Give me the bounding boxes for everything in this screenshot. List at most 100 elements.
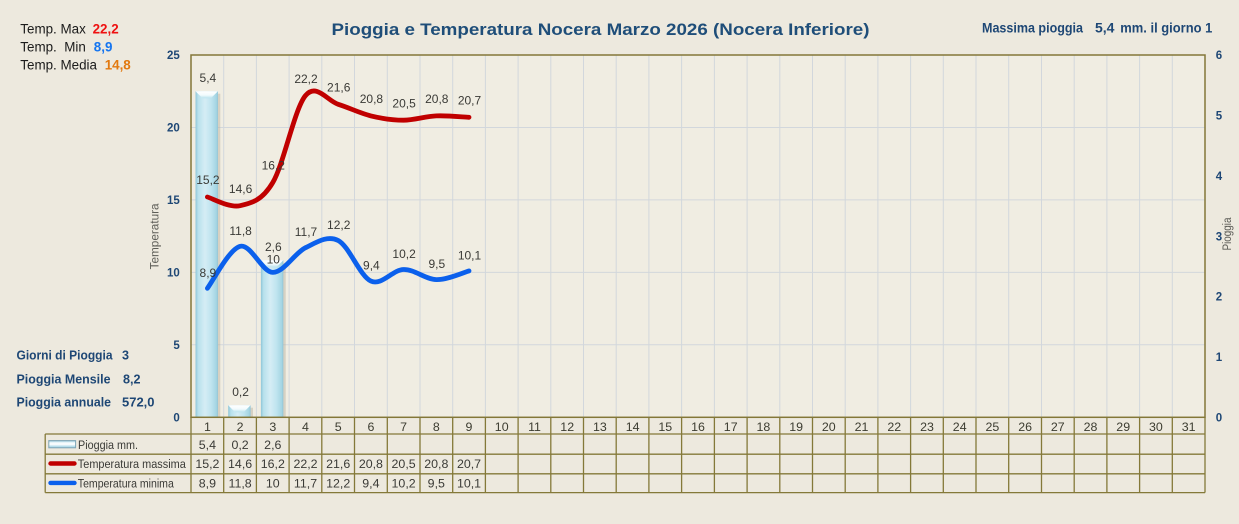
svg-text:9,5: 9,5 (428, 476, 445, 490)
svg-text:11,7: 11,7 (295, 225, 318, 239)
svg-text:10: 10 (267, 253, 281, 267)
svg-text:Pioggia Mensile: Pioggia Mensile (17, 372, 111, 386)
svg-text:3: 3 (269, 420, 276, 434)
svg-text:12,2: 12,2 (326, 476, 350, 490)
svg-text:15,2: 15,2 (195, 457, 219, 471)
svg-text:16,2: 16,2 (261, 457, 285, 471)
svg-text:31: 31 (1182, 420, 1196, 434)
svg-text:4: 4 (302, 420, 309, 434)
svg-text:Temperatura massima: Temperatura massima (78, 457, 186, 471)
svg-text:9,5: 9,5 (428, 257, 445, 271)
svg-text:13: 13 (593, 420, 607, 434)
svg-text:Giorni di Pioggia: Giorni di Pioggia (17, 349, 114, 363)
svg-text:9,4: 9,4 (362, 476, 379, 490)
svg-text:27: 27 (1051, 420, 1065, 434)
svg-text:20,8: 20,8 (425, 92, 449, 106)
svg-text:1: 1 (204, 420, 211, 434)
svg-text:21: 21 (855, 420, 869, 434)
svg-text:10,2: 10,2 (392, 476, 416, 490)
svg-text:26: 26 (1018, 420, 1032, 434)
svg-text:Pioggia mm.: Pioggia mm. (78, 438, 138, 452)
svg-text:14,8: 14,8 (105, 58, 132, 73)
svg-text:5: 5 (1216, 111, 1223, 123)
svg-text:20: 20 (822, 420, 836, 434)
svg-text:14,6: 14,6 (229, 182, 253, 196)
svg-text:20,7: 20,7 (457, 457, 481, 471)
svg-text:10: 10 (266, 476, 280, 490)
svg-text:10,1: 10,1 (457, 476, 481, 490)
svg-text:25: 25 (167, 50, 180, 62)
svg-text:14: 14 (626, 420, 640, 434)
svg-text:23: 23 (920, 420, 934, 434)
svg-text:Temperatura minima: Temperatura minima (78, 476, 174, 490)
svg-text:Massima pioggia: Massima pioggia (982, 19, 1083, 35)
svg-text:8,9: 8,9 (200, 266, 217, 280)
svg-text:22,2: 22,2 (294, 72, 318, 86)
svg-text:0: 0 (173, 413, 179, 425)
svg-text:20,5: 20,5 (392, 96, 416, 110)
svg-text:Temperatura: Temperatura (150, 203, 162, 270)
svg-text:11,7: 11,7 (294, 476, 317, 490)
svg-text:17: 17 (724, 420, 738, 434)
svg-text:16,2: 16,2 (262, 159, 286, 173)
svg-text:20: 20 (167, 123, 180, 135)
svg-text:19: 19 (789, 420, 803, 434)
svg-text:24: 24 (953, 420, 967, 434)
svg-text:10: 10 (495, 420, 509, 434)
svg-text:9,4: 9,4 (363, 259, 380, 273)
svg-text:mm. il giorno 1: mm. il giorno 1 (1120, 19, 1212, 35)
svg-text:5,4: 5,4 (1095, 19, 1115, 35)
svg-text:20,8: 20,8 (359, 457, 383, 471)
svg-text:21,6: 21,6 (326, 457, 350, 471)
svg-text:12: 12 (560, 420, 574, 434)
svg-text:Pioggia: Pioggia (1222, 217, 1234, 251)
svg-text:20,8: 20,8 (424, 457, 448, 471)
svg-text:11,8: 11,8 (228, 476, 251, 490)
svg-text:16: 16 (691, 420, 705, 434)
svg-text:28: 28 (1084, 420, 1098, 434)
svg-text:30: 30 (1149, 420, 1163, 434)
svg-text:11: 11 (528, 420, 541, 434)
svg-text:6: 6 (1216, 50, 1222, 62)
svg-text:20,7: 20,7 (458, 94, 482, 108)
svg-text:3: 3 (1216, 231, 1222, 243)
svg-text:4: 4 (1216, 171, 1223, 183)
svg-text:8: 8 (433, 420, 440, 434)
svg-text:18: 18 (757, 420, 771, 434)
svg-text:5: 5 (335, 420, 342, 434)
svg-text:Pioggia annuale: Pioggia annuale (17, 396, 112, 410)
svg-text:10,1: 10,1 (458, 248, 482, 262)
svg-text:0: 0 (1216, 413, 1222, 425)
svg-text:20,5: 20,5 (392, 457, 416, 471)
svg-text:Pioggia e Temperatura Nocera M: Pioggia e Temperatura Nocera Marzo 2026 … (332, 20, 870, 39)
svg-text:8,9: 8,9 (94, 40, 113, 55)
svg-text:5,4: 5,4 (199, 438, 216, 452)
svg-text:Temp. Min: Temp. Min (20, 40, 85, 55)
svg-text:2: 2 (237, 420, 244, 434)
svg-text:25: 25 (986, 420, 1000, 434)
svg-text:12,2: 12,2 (327, 218, 351, 232)
svg-text:15,2: 15,2 (196, 173, 220, 187)
svg-text:2,6: 2,6 (264, 438, 281, 452)
svg-text:1: 1 (1216, 352, 1223, 364)
svg-text:2,6: 2,6 (265, 240, 282, 254)
svg-text:6: 6 (367, 420, 374, 434)
svg-text:9: 9 (466, 420, 473, 434)
svg-text:3: 3 (122, 349, 129, 363)
svg-text:8,9: 8,9 (199, 476, 216, 490)
svg-text:22,2: 22,2 (93, 22, 119, 37)
svg-text:10,2: 10,2 (392, 247, 416, 261)
svg-text:Temp. Max: Temp. Max (20, 22, 86, 37)
svg-text:7: 7 (400, 420, 407, 434)
svg-text:14,6: 14,6 (228, 457, 252, 471)
svg-text:5,4: 5,4 (200, 71, 217, 85)
svg-text:0,2: 0,2 (232, 385, 249, 399)
svg-text:10: 10 (167, 268, 180, 280)
svg-text:21,6: 21,6 (327, 81, 351, 95)
svg-text:11,8: 11,8 (229, 224, 252, 238)
svg-text:572,0: 572,0 (122, 396, 155, 410)
svg-text:Temp. Media: Temp. Media (20, 58, 97, 73)
svg-text:0,2: 0,2 (231, 438, 248, 452)
svg-text:22,2: 22,2 (293, 457, 317, 471)
svg-text:2: 2 (1216, 292, 1222, 304)
